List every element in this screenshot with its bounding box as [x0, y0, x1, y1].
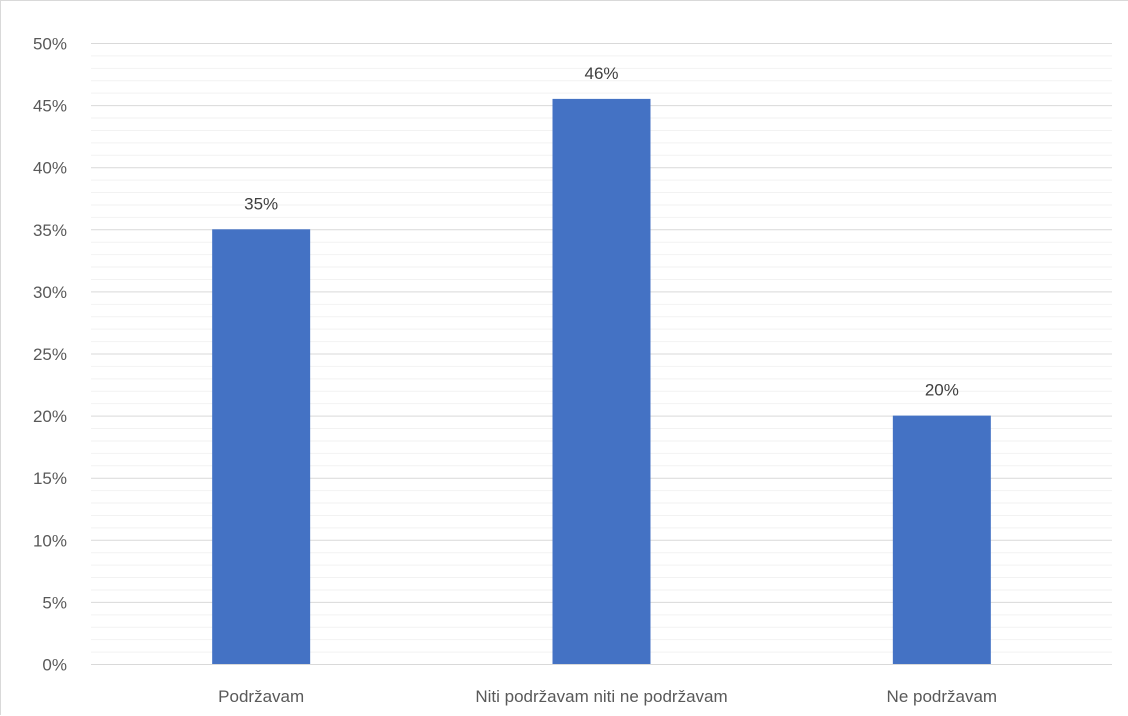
y-tick-label: 30% [33, 283, 67, 302]
x-axis-category-labels: Podržavam Niti podržavam niti ne podržava… [218, 687, 997, 706]
data-label: 20% [925, 381, 959, 400]
y-tick-label: 35% [33, 221, 67, 240]
y-tick-label: 40% [33, 159, 67, 178]
x-category-label: Niti podržavam niti ne podržavam [475, 687, 727, 706]
y-tick-label: 45% [33, 97, 67, 116]
x-category-label: Podržavam [218, 687, 304, 706]
y-tick-label: 10% [33, 531, 67, 550]
bars [212, 98, 991, 665]
y-tick-label: 20% [33, 407, 67, 426]
data-label: 35% [244, 194, 278, 213]
y-axis-tick-labels: 0% 5% 10% 15% 20% 25% 30% 35% 40% 45% 50% [33, 35, 67, 675]
y-tick-label: 0% [42, 656, 67, 675]
y-tick-label: 15% [33, 469, 67, 488]
bar [552, 98, 651, 664]
data-label: 46% [584, 64, 618, 83]
y-tick-label: 25% [33, 345, 67, 364]
data-labels: 35% 46% 20% [244, 64, 959, 400]
y-tick-label: 50% [33, 35, 67, 54]
bar [212, 229, 311, 665]
bar [892, 415, 991, 664]
x-category-label: Ne podržavam [887, 687, 998, 706]
y-tick-label: 5% [42, 593, 67, 612]
